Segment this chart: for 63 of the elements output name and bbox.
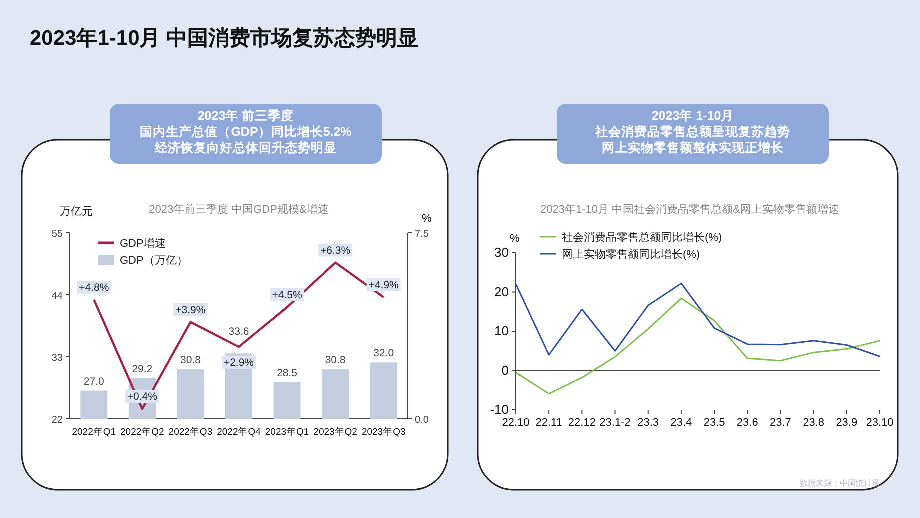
text: 2023年 前三季度	[198, 108, 294, 123]
x-tick-label: 23.3	[638, 417, 660, 429]
data-label: +2.9%	[224, 357, 254, 370]
data-label: 27.0	[84, 376, 105, 388]
data-label: +4.9%	[368, 279, 399, 292]
x-tick-label: 23.6	[736, 417, 758, 429]
y-tick-label: 55	[52, 229, 64, 240]
x-tick-label: 22.10	[502, 417, 530, 429]
data-label: 30.8	[325, 354, 346, 366]
data-label: +4.5%	[272, 289, 302, 302]
data-label: +6.3%	[320, 244, 351, 257]
x-tick-label: 23.7	[770, 417, 792, 429]
y-tick-label: 22	[52, 415, 64, 426]
text: 2023年 1-10月	[652, 109, 734, 123]
x-tick-label: 2023年Q3	[362, 426, 406, 438]
data-label: +0.4%	[127, 391, 158, 404]
x-tick-label: 22.11	[536, 417, 562, 429]
data-label: +4.8%	[79, 282, 110, 294]
legend-label: GDP（万亿）	[120, 255, 188, 267]
chart-title: 2023年前三季度 中国GDP规模&增速	[149, 203, 329, 216]
y-tick-label: 30	[494, 245, 509, 260]
x-tick-label: 23.8	[803, 417, 825, 429]
x-tick-label: 23.10	[866, 417, 894, 429]
text: 国内生产总值（GDP）同比增长5.2%	[140, 124, 352, 139]
data-label: 30.8	[180, 354, 202, 366]
text: 2023年1-10月 中国消费市场复苏态势明显	[30, 26, 419, 50]
x-tick-label: 2022年Q1	[72, 426, 116, 438]
x-tick-label: 2022年Q2	[120, 426, 164, 438]
data-label: +3.9%	[176, 304, 206, 316]
y-axis-title: 万亿元	[60, 206, 93, 218]
y2-tick-label: 0.0	[415, 415, 430, 426]
x-tick-label: 22.12	[568, 417, 596, 429]
legend-label: GDP增速	[120, 237, 166, 250]
y-tick-label: 10	[494, 324, 509, 338]
y-axis-title: %	[510, 233, 520, 245]
x-tick-label: 2023年Q2	[314, 426, 358, 438]
y2-tick-label: 7.5	[415, 229, 430, 240]
legend-label: 网上实物零售额同比增长(%)	[562, 248, 700, 261]
data-label: 32.0	[374, 348, 394, 360]
x-tick-label: 23.9	[836, 417, 858, 429]
x-tick-label: 2022年Q4	[217, 426, 261, 438]
y-tick-label: 20	[494, 284, 509, 300]
y2-axis-title: %	[422, 213, 432, 225]
x-tick-label: 2022年Q3	[168, 426, 213, 438]
chart-title: 2023年1-10月 中国社会消费品零售总额&网上实物零售额增速	[540, 203, 840, 216]
line-series	[515, 282, 881, 358]
line-series	[515, 298, 881, 395]
data-label: 33.6	[228, 326, 250, 338]
x-tick-label: 23.1-2	[600, 417, 631, 429]
text: 社会消费品零售总额呈现复苏趋势	[594, 124, 790, 139]
text: 网上实物零售额整体实现正增长	[602, 140, 785, 155]
y-tick-label: 44	[52, 291, 64, 302]
y-tick-label: 33	[52, 353, 64, 364]
source-note: 数据来源：中国统计局	[800, 479, 880, 488]
legend-label: 社会消费品零售总额同比增长(%)	[562, 231, 722, 244]
data-label: 28.5	[277, 367, 298, 380]
y-tick-label: 0	[502, 362, 509, 378]
data-label: 29.2	[132, 363, 153, 376]
y-tick-label: -10	[490, 402, 509, 417]
x-tick-label: 23.4	[670, 417, 692, 429]
x-tick-label: 23.5	[704, 417, 726, 429]
x-tick-label: 2023年Q1	[265, 426, 310, 438]
text: 经济恢复向好总体回升态势明显	[154, 140, 337, 155]
